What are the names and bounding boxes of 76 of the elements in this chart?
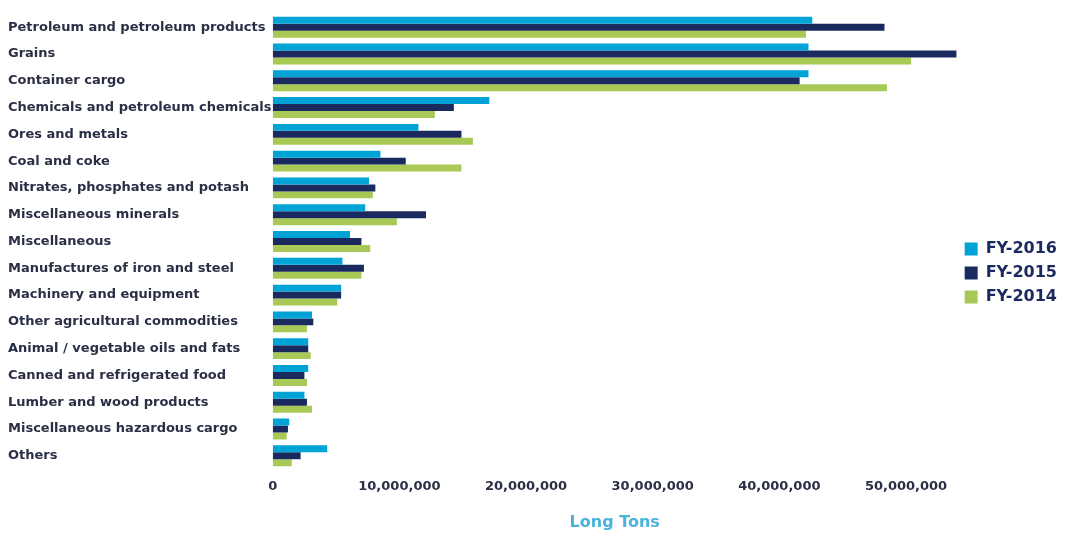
y-tick-label: Grains bbox=[8, 45, 56, 61]
bar bbox=[272, 218, 397, 226]
bar bbox=[272, 391, 305, 399]
bar bbox=[272, 459, 292, 467]
y-tick-label: Nitrates, phosphates and potash bbox=[8, 179, 249, 195]
bar bbox=[272, 405, 313, 413]
bar bbox=[272, 452, 301, 460]
y-tick-label: Coal and coke bbox=[8, 152, 111, 168]
bar bbox=[272, 130, 462, 138]
bar bbox=[272, 123, 419, 131]
bar bbox=[272, 418, 290, 426]
bar bbox=[272, 378, 307, 386]
bar bbox=[272, 43, 809, 51]
x-tick-label: 50,000,000 bbox=[864, 478, 948, 494]
bar bbox=[272, 211, 426, 219]
bar bbox=[272, 184, 376, 192]
x-tick-label: 0 bbox=[268, 478, 278, 494]
bar bbox=[272, 70, 809, 78]
x-tick-label: 20,000,000 bbox=[484, 478, 568, 494]
bar bbox=[272, 30, 806, 38]
x-axis-title: Long Tons bbox=[569, 511, 660, 531]
bar bbox=[272, 352, 311, 360]
y-tick-label: Machinery and equipment bbox=[8, 286, 200, 302]
x-tick-label: 30,000,000 bbox=[611, 478, 694, 494]
bar bbox=[272, 164, 462, 172]
y-tick-label: Manufactures of iron and steel bbox=[8, 259, 234, 275]
bar bbox=[272, 398, 307, 406]
legend-label: FY-2015 bbox=[985, 262, 1058, 282]
bar bbox=[272, 364, 309, 372]
bar bbox=[272, 298, 338, 306]
x-tick-label: 40,000,000 bbox=[738, 478, 821, 494]
y-tick-label: Other agricultural commodities bbox=[8, 313, 239, 329]
bar bbox=[272, 425, 288, 433]
bar bbox=[272, 84, 888, 92]
legend-label: FY-2014 bbox=[985, 286, 1058, 306]
y-tick-label: Chemicals and petroleum chemicals bbox=[8, 98, 272, 114]
bar bbox=[272, 191, 373, 199]
bar bbox=[272, 311, 313, 319]
y-tick-label: Petroleum and petroleum products bbox=[8, 18, 266, 34]
bar bbox=[272, 137, 473, 145]
bar bbox=[272, 97, 490, 105]
bar bbox=[272, 150, 381, 158]
y-tick-label: Ores and metals bbox=[8, 125, 129, 141]
bar bbox=[272, 231, 351, 239]
bar bbox=[272, 371, 305, 379]
bar bbox=[272, 271, 362, 279]
bar bbox=[272, 244, 371, 252]
bar bbox=[272, 345, 309, 353]
y-tick-label: Canned and refrigerated food bbox=[8, 366, 227, 382]
bar bbox=[272, 325, 307, 333]
bar bbox=[272, 16, 813, 24]
bar bbox=[272, 57, 912, 65]
bar bbox=[272, 238, 362, 245]
y-tick-label: Animal / vegetable oils and fats bbox=[8, 340, 241, 356]
bar bbox=[272, 111, 435, 119]
bar bbox=[272, 338, 309, 346]
y-tick-label: Lumber and wood products bbox=[8, 393, 209, 409]
bar bbox=[272, 318, 314, 326]
y-tick-label: Container cargo bbox=[8, 72, 126, 88]
bar bbox=[272, 257, 343, 265]
bar bbox=[272, 177, 370, 185]
bar bbox=[272, 264, 364, 272]
legend-label: FY-2016 bbox=[985, 238, 1058, 258]
y-tick-label: Miscellaneous hazardous cargo bbox=[8, 420, 238, 436]
bar bbox=[272, 445, 328, 453]
y-tick-label: Others bbox=[8, 447, 58, 463]
bar bbox=[272, 157, 406, 165]
y-tick-label: Miscellaneous bbox=[8, 232, 112, 248]
x-tick-label: 10,000,000 bbox=[358, 478, 441, 494]
y-tick-label: Miscellaneous minerals bbox=[8, 206, 180, 222]
bar bbox=[272, 104, 454, 112]
bar bbox=[272, 23, 885, 31]
bar bbox=[272, 291, 342, 299]
bar bbox=[272, 204, 366, 212]
bar bbox=[272, 77, 800, 85]
bar bbox=[272, 284, 342, 292]
